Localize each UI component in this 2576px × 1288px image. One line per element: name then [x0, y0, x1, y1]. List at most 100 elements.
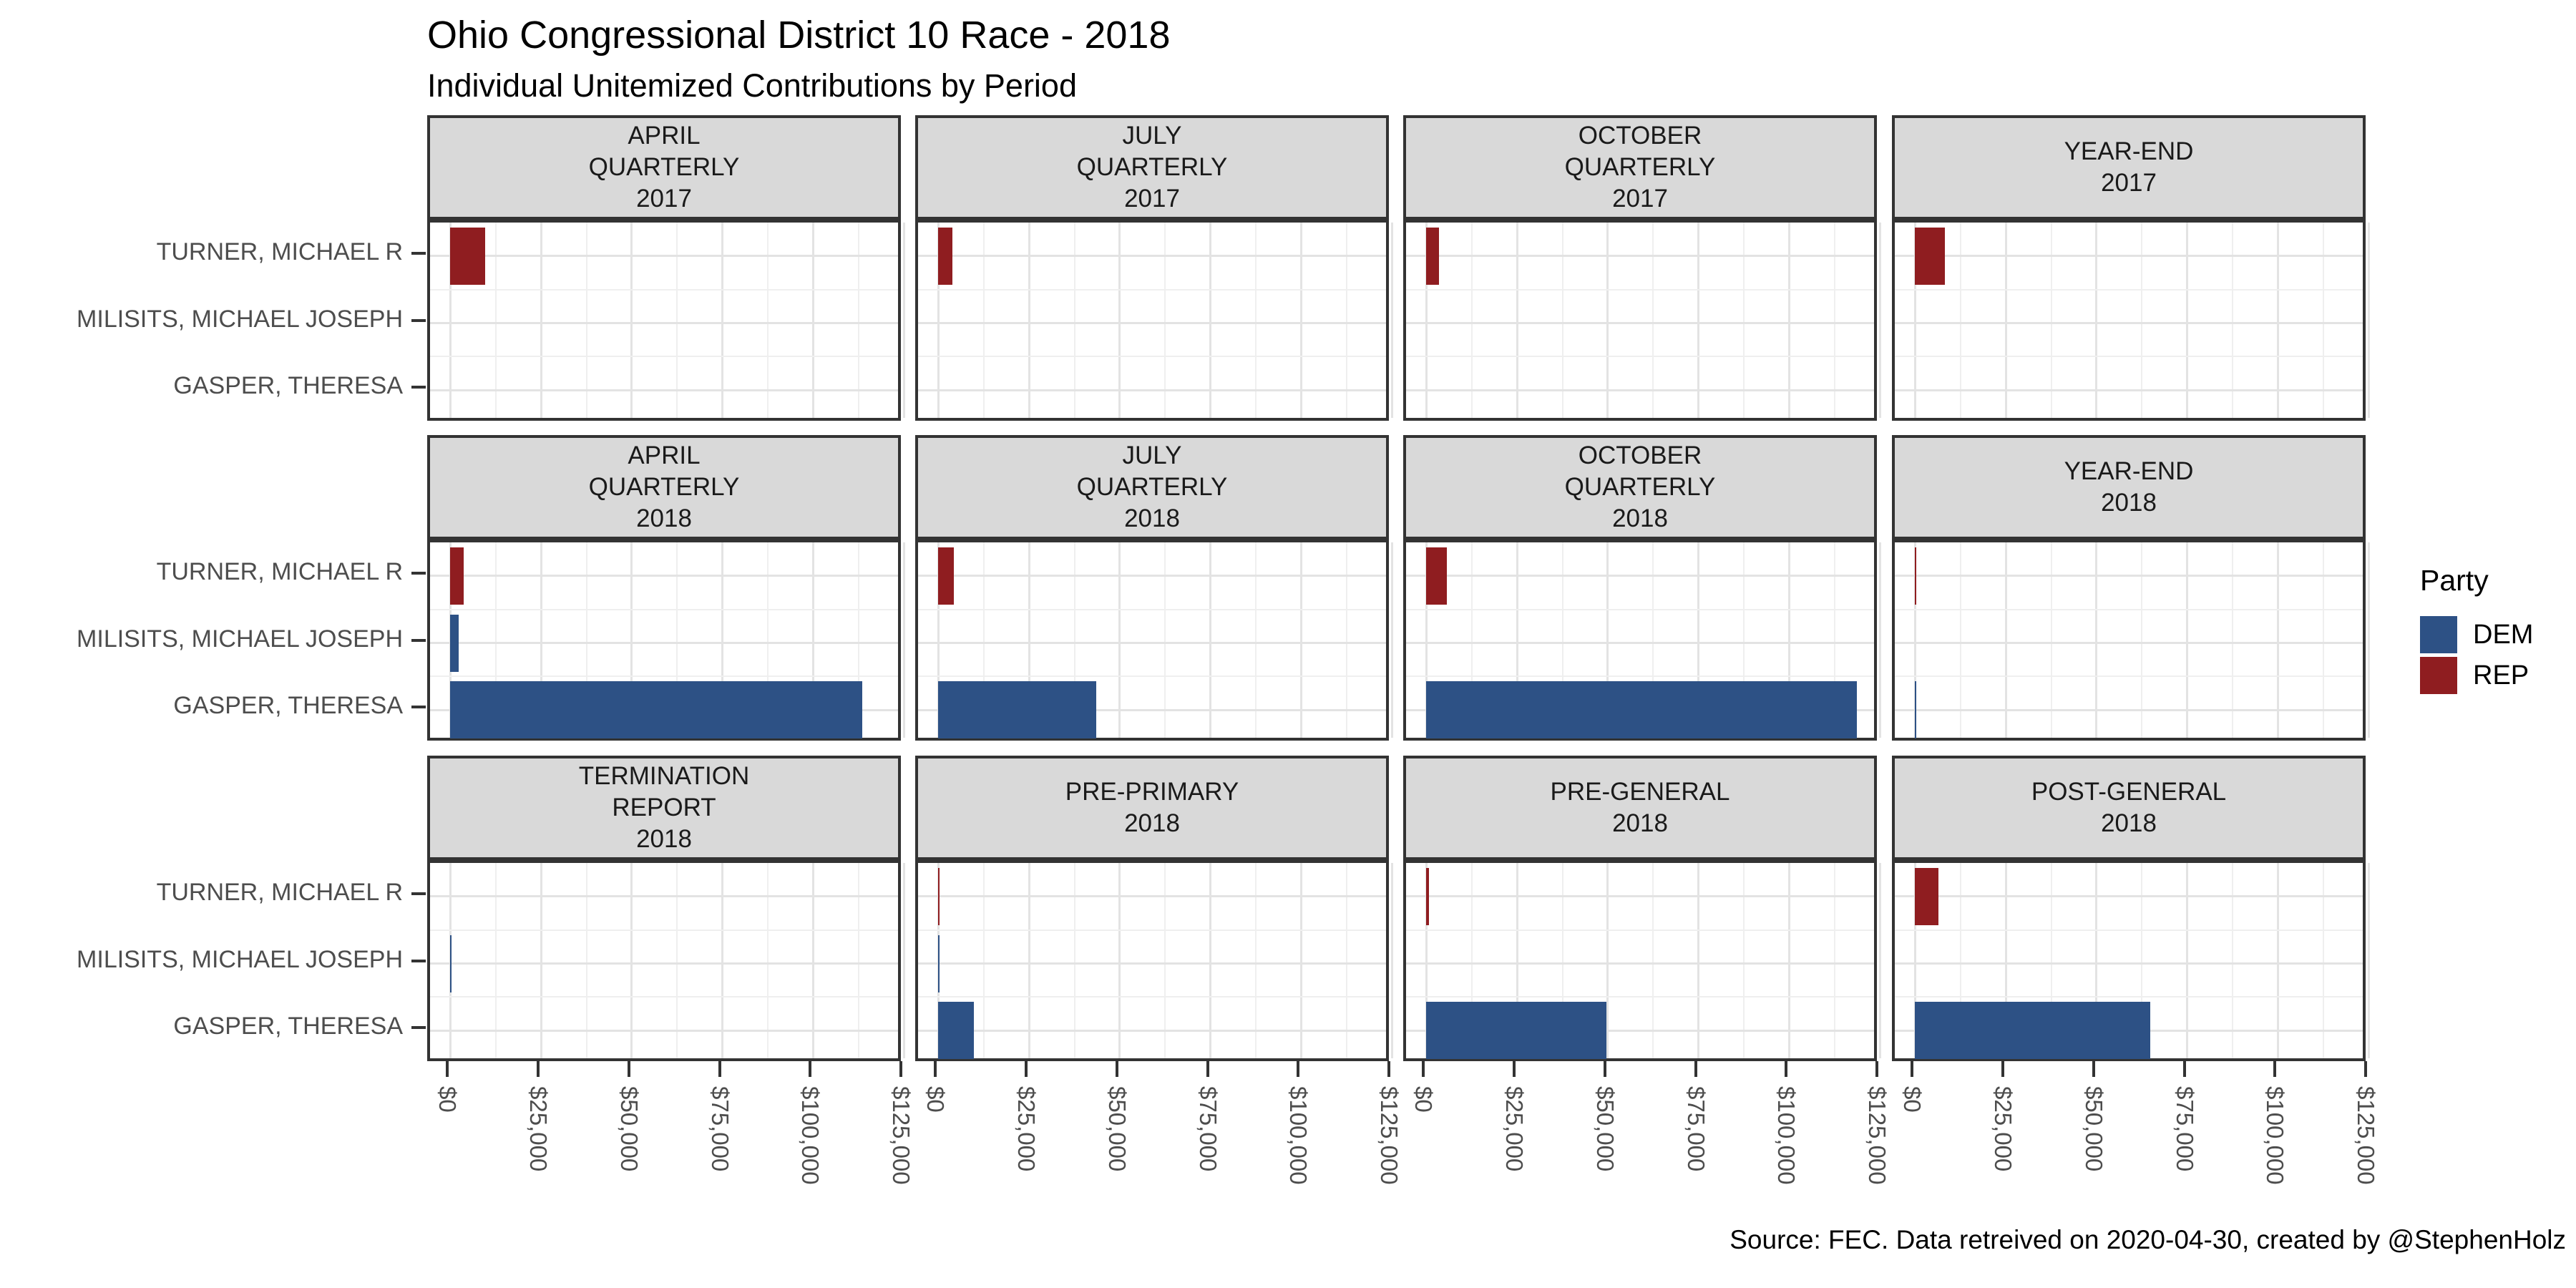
- gridline-major: [1878, 223, 1881, 418]
- legend-label: DEM: [2473, 619, 2534, 650]
- x-axis-tick: [1387, 1061, 1390, 1077]
- gridline-minor: [2050, 223, 2052, 418]
- gridline-minor: [1742, 863, 1745, 1058]
- gridline-major: [2186, 223, 2189, 418]
- gridline-major: [1606, 863, 1609, 1058]
- gridline-minor: [1345, 223, 1347, 418]
- gridline-minor: [1406, 288, 1874, 291]
- y-axis-tick: [411, 251, 426, 255]
- facet-strip: YEAR-END 2017: [1892, 115, 2366, 220]
- gridline-minor: [1254, 863, 1257, 1058]
- x-axis-tick: [1513, 1061, 1516, 1077]
- facet-strip-label-line: QUARTERLY: [588, 153, 740, 181]
- gridline-minor: [430, 675, 898, 678]
- bar-rep: [1915, 867, 1938, 925]
- gridline-minor: [1561, 542, 1563, 738]
- x-axis-label: $0: [922, 1086, 950, 1113]
- gridline-minor: [982, 542, 985, 738]
- gridline-minor: [430, 608, 898, 610]
- gridline-minor: [1073, 863, 1075, 1058]
- gridline-major: [2186, 542, 2189, 738]
- gridline-major: [1390, 863, 1393, 1058]
- legend-entry-rep: REP: [2420, 657, 2533, 694]
- facet-panel: [915, 860, 1393, 1061]
- gridline-major: [918, 322, 1386, 324]
- gridline-minor: [918, 356, 1386, 358]
- facet-strip-label-line: OCTOBER: [1578, 122, 1702, 150]
- gridline-minor: [1406, 929, 1874, 931]
- gridline-major: [1878, 863, 1881, 1058]
- x-axis-tick: [1297, 1061, 1300, 1077]
- gridline-minor: [1406, 996, 1874, 998]
- facet-strip-label-line: PRE-GENERAL: [1550, 778, 1730, 806]
- gridline-major: [2004, 542, 2007, 738]
- gridline-major: [1028, 542, 1030, 738]
- gridline-major: [902, 542, 905, 738]
- gridline-major: [1787, 223, 1790, 418]
- x-axis-label: $0: [434, 1086, 462, 1113]
- legend-label: REP: [2473, 660, 2529, 691]
- x-axis-tick: [1875, 1061, 1878, 1077]
- x-axis-tick: [899, 1061, 902, 1077]
- facet-panel: [915, 540, 1393, 741]
- gridline-major: [630, 863, 633, 1058]
- gridline-major: [1390, 223, 1393, 418]
- x-axis-label: $25,000: [1990, 1086, 2017, 1172]
- gridline-major: [2186, 863, 2189, 1058]
- gridline-major: [1406, 895, 1874, 898]
- facet-strip-label-line: JULY: [1122, 441, 1182, 469]
- gridline-major: [2095, 542, 2098, 738]
- x-axis-tick: [627, 1061, 630, 1077]
- gridline-major: [1516, 223, 1518, 418]
- gridline-major: [2367, 863, 2370, 1058]
- gridline-major: [918, 895, 1386, 898]
- gridline-major: [1913, 863, 1916, 1058]
- gridline-minor: [1895, 929, 2363, 931]
- facet-panel: [1892, 220, 2370, 421]
- bar-rep: [450, 227, 486, 285]
- facet-strip: PRE-PRIMARY 2018: [915, 756, 1389, 860]
- x-axis-label: $50,000: [1591, 1086, 1619, 1172]
- y-axis-label: TURNER, MICHAEL R: [156, 557, 403, 585]
- facet-strip-label-line: REPORT: [612, 794, 716, 821]
- facet-panel: [427, 220, 905, 421]
- gridline-major: [721, 863, 724, 1058]
- gridline-major: [721, 542, 724, 738]
- bar-rep: [1426, 867, 1429, 925]
- x-axis-label: $50,000: [615, 1086, 643, 1172]
- gridline-major: [1895, 895, 2363, 898]
- gridline-major: [430, 895, 898, 898]
- x-axis-label: $100,000: [797, 1086, 824, 1185]
- gridline-major: [1406, 642, 1874, 644]
- y-axis-tick: [411, 386, 426, 389]
- gridline-major: [1895, 708, 2363, 711]
- gridline-major: [1406, 389, 1874, 391]
- bar-rep: [1915, 227, 1945, 285]
- facet-panel: [1892, 860, 2370, 1061]
- gridline-major: [937, 542, 940, 738]
- x-axis-label: $75,000: [1682, 1086, 1709, 1172]
- gridline-major: [430, 255, 898, 258]
- gridline-minor: [1742, 542, 1745, 738]
- x-axis-label: $100,000: [2262, 1086, 2289, 1185]
- gridline-minor: [1470, 863, 1473, 1058]
- gridline-major: [2004, 223, 2007, 418]
- gridline-minor: [1254, 542, 1257, 738]
- gridline-major: [449, 223, 452, 418]
- gridline-minor: [1561, 863, 1563, 1058]
- gridline-minor: [766, 863, 769, 1058]
- bar-rep: [938, 547, 955, 605]
- gridline-minor: [1652, 542, 1654, 738]
- gridline-major: [1406, 1029, 1874, 1032]
- gridline-major: [902, 863, 905, 1058]
- bar-rep: [1426, 227, 1439, 285]
- gridline-minor: [918, 675, 1386, 678]
- gridline-minor: [857, 863, 859, 1058]
- gridline-major: [1299, 223, 1302, 418]
- gridline-minor: [1959, 223, 1961, 418]
- facet-strip-label-line: 2018: [1612, 504, 1668, 532]
- gridline-minor: [1895, 996, 2363, 998]
- gridline-minor: [1254, 223, 1257, 418]
- facet-strip: OCTOBER QUARTERLY 2018: [1403, 435, 1877, 540]
- gridline-major: [1895, 642, 2363, 644]
